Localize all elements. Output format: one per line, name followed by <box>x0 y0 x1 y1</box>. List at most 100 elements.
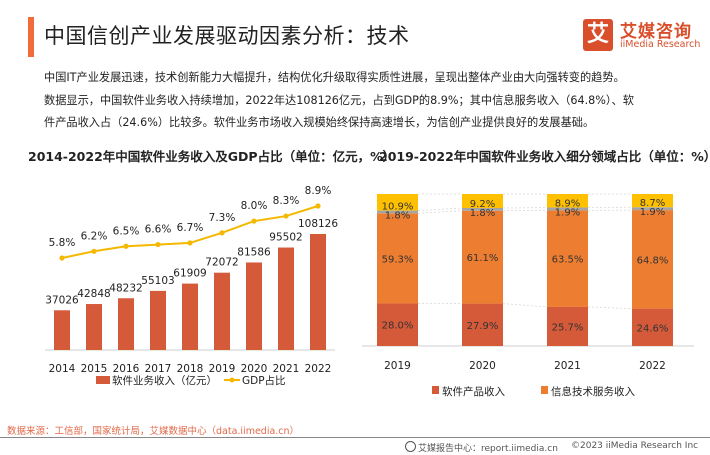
logo-name-cn: 艾媒咨询 <box>620 22 692 42</box>
chart1-revenue-gdp: 37026 2014 42848 2015 48232 2016 55103 2017 6190… <box>45 185 338 387</box>
globe-icon <box>405 441 416 452</box>
x-tick-label: 2021 <box>273 363 300 375</box>
logo-icon: 艾 <box>583 19 613 51</box>
x-tick-label: 2022 <box>305 363 332 375</box>
segment-bar-other-yellow <box>547 194 588 208</box>
x-tick-label: 2020 <box>469 360 496 372</box>
copyright: ©2023 iiMedia Research Inc <box>571 441 699 451</box>
legend-swatch-revenue <box>96 376 110 384</box>
segment-bar-other-yellow <box>462 194 503 208</box>
gdp-share-label: 8.9% <box>305 185 332 197</box>
segment-label: 28.0% <box>382 321 414 332</box>
gdp-share-label: 6.6% <box>145 224 172 236</box>
gdp-share-point <box>59 255 65 261</box>
revenue-label: 48232 <box>109 282 142 294</box>
x-tick-label: 2019 <box>209 363 236 375</box>
revenue-bar <box>246 262 262 350</box>
chart2-segment-share: 28.0%59.3%1.8%10.9%201927.9%61.1%1.8%9.2… <box>362 193 694 398</box>
gdp-share-label: 8.0% <box>241 200 268 212</box>
charts-canvas: 37026 2014 42848 2015 48232 2016 55103 2017 6190… <box>45 185 694 398</box>
report-center-text[interactable]: 艾媒报告中心：report.iimedia.cn <box>418 444 558 454</box>
revenue-bar <box>214 272 230 350</box>
brand-logo: 艾 艾媒咨询 iiMedia Research <box>583 19 703 55</box>
segment-label: 64.8% <box>637 255 669 266</box>
segment-label: 25.7% <box>552 322 584 333</box>
segment-bar-software-product <box>632 308 673 346</box>
revenue-label: 55103 <box>141 275 174 287</box>
gdp-share-point <box>251 218 257 224</box>
segment-bar-other-yellow <box>377 194 418 211</box>
series-connector <box>417 207 463 211</box>
segment-label: 8.9% <box>555 199 580 210</box>
gdp-share-label: 6.7% <box>177 222 204 234</box>
segment-label: 1.8% <box>470 208 495 219</box>
segment-bar-software-product <box>377 303 418 346</box>
legend-label-gdp: GDP占比 <box>242 374 286 387</box>
segment-label: 61.1% <box>467 253 499 264</box>
legend-swatch-software-product <box>432 386 439 394</box>
revenue-label: 95502 <box>269 232 302 244</box>
report-center: 艾媒报告中心：report.iimedia.cn <box>405 441 558 454</box>
intro-paragraph: 中国IT产业发展迅速，技术创新能力大幅提升，结构优化升级取得实质性进展，呈现出整… <box>44 67 684 135</box>
legend-label-revenue: 软件业务收入（亿元） <box>112 374 217 387</box>
segment-bar-it-service <box>377 213 418 304</box>
segment-bar-it-service <box>632 210 673 309</box>
x-tick-label: 2016 <box>113 363 140 375</box>
segment-bar-other-gray <box>377 210 418 214</box>
title-accent-bar <box>28 17 34 57</box>
segment-label: 63.5% <box>552 255 584 266</box>
gdp-share-point <box>123 243 129 249</box>
intro-line: 数据显示，中国软件业务收入持续增加，2022年达108126亿元，占到GDP的8… <box>44 93 634 107</box>
gdp-share-label: 8.3% <box>273 195 300 207</box>
segment-label: 59.3% <box>382 254 414 265</box>
gdp-share-label: 5.8% <box>49 237 76 249</box>
gdp-share-point <box>155 241 161 248</box>
revenue-bar <box>54 310 70 350</box>
gdp-share-label: 7.3% <box>209 212 236 224</box>
segment-bar-it-service <box>462 210 503 304</box>
series-connector <box>587 306 633 310</box>
segment-bar-other-yellow <box>632 194 673 208</box>
page-title: 中国信创产业发展驱动因素分析：技术 <box>44 24 410 48</box>
footer-divider <box>0 437 710 438</box>
revenue-label: 61909 <box>173 268 206 280</box>
revenue-bar <box>310 234 326 350</box>
gdp-share-label: 6.2% <box>81 230 108 242</box>
logo-name-en: iiMedia Research <box>620 39 701 50</box>
revenue-label: 72072 <box>205 257 238 269</box>
intro-line: 件产品收入占（24.6%）比较多。软件业务市场收入规模始终保持高速增长，为信创产… <box>44 116 595 129</box>
revenue-label: 108126 <box>298 218 338 230</box>
gdp-share-point <box>219 230 225 236</box>
legend-swatch-gdp-dot <box>229 377 235 383</box>
revenue-bar <box>118 298 134 350</box>
segment-label: 10.9% <box>382 202 414 213</box>
x-tick-label: 2021 <box>554 360 581 372</box>
x-tick-label: 2022 <box>639 360 666 372</box>
segment-label: 9.2% <box>470 199 495 210</box>
revenue-bar <box>86 304 102 350</box>
data-source: 数据来源：工信部，国家统计局，艾媒数据中心（data.iimedia.cn） <box>7 426 300 437</box>
revenue-bar <box>150 290 166 350</box>
x-tick-label: 2020 <box>241 363 268 375</box>
gdp-share-point <box>187 240 193 246</box>
revenue-label: 42848 <box>77 288 110 300</box>
gdp-share-point <box>283 213 289 219</box>
x-tick-label: 2014 <box>49 363 76 375</box>
x-tick-label: 2015 <box>81 363 108 375</box>
segment-label: 27.9% <box>467 321 499 332</box>
intro-line: 中国IT产业发展迅速，技术创新能力大幅提升，结构优化升级取得实质性进展，呈现出整… <box>44 71 625 84</box>
gdp-share-point <box>315 203 321 209</box>
gdp-share-point <box>91 248 97 254</box>
segment-label: 1.8% <box>385 211 410 222</box>
segment-label: 24.6% <box>637 323 669 334</box>
segment-bar-other-gray <box>547 207 588 211</box>
series-connector <box>502 303 548 308</box>
x-tick-label: 2019 <box>384 360 411 372</box>
segment-bar-software-product <box>547 306 588 346</box>
gdp-share-label: 6.5% <box>113 225 140 237</box>
legend-swatch-it-service <box>541 386 548 394</box>
chart1-title: 2014-2022年中国软件业务收入及GDP占比（单位：亿元，%） <box>28 149 396 164</box>
x-tick-label: 2017 <box>145 363 172 375</box>
legend-label-it-service: 信息技术服务收入 <box>551 385 635 398</box>
chart2-title: 2019-2022年中国软件业务收入细分领域占比（单位：%） <box>379 149 710 164</box>
